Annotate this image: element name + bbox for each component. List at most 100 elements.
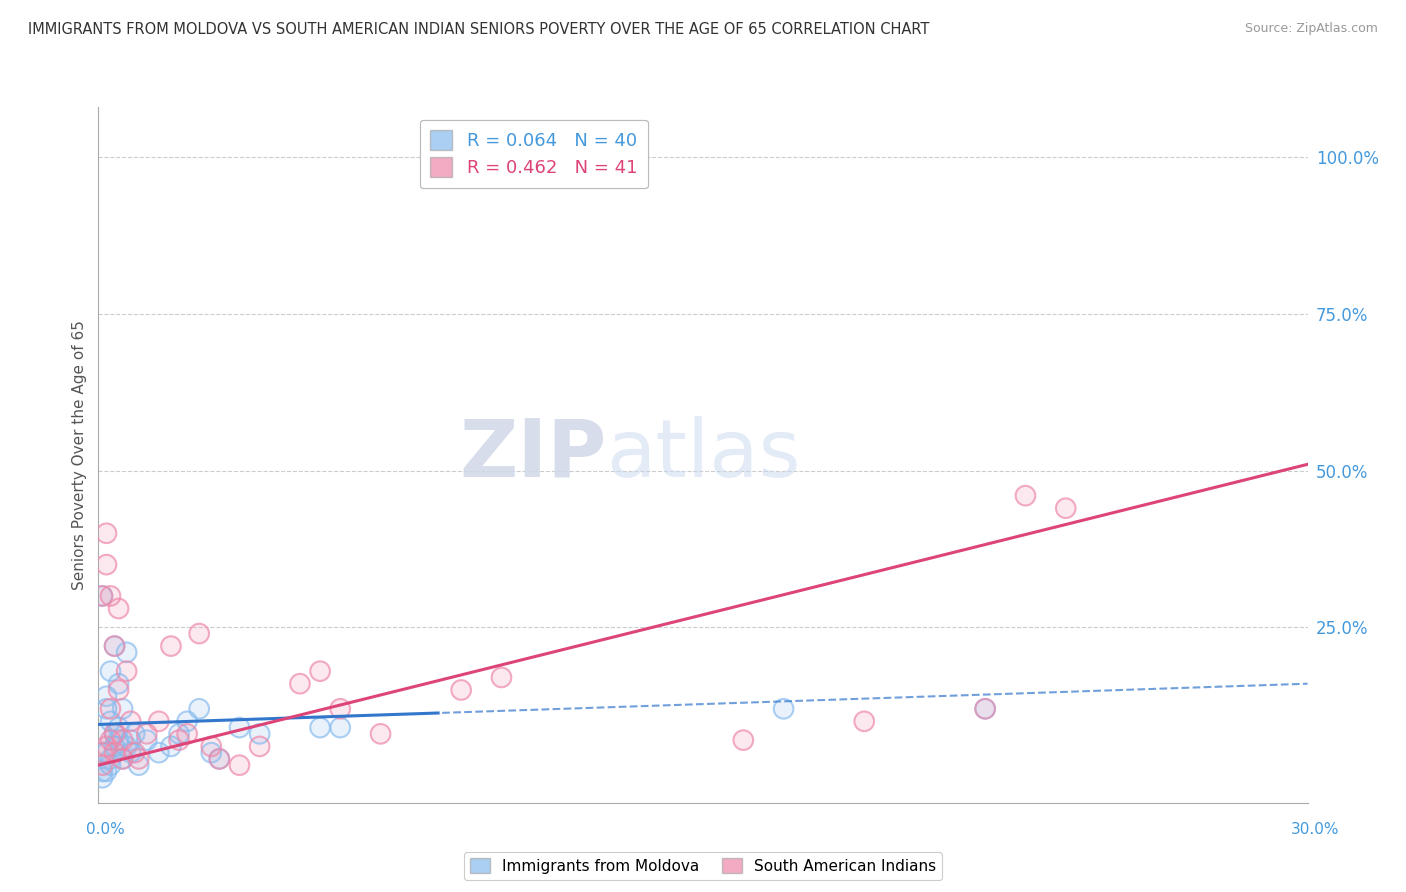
Point: [120, 733, 142, 747]
Point: [91, 589, 114, 603]
Point: [772, 702, 794, 716]
Point: [96, 739, 118, 754]
Point: [228, 721, 250, 735]
Point: [100, 752, 122, 766]
Point: [160, 639, 183, 653]
Point: [111, 752, 134, 766]
Point: [115, 739, 138, 754]
Point: [91, 589, 114, 603]
Point: [135, 733, 157, 747]
Point: [288, 676, 311, 690]
Point: [103, 727, 125, 741]
Point: [115, 739, 138, 754]
Point: [100, 752, 122, 766]
Text: 0.0%: 0.0%: [86, 822, 125, 837]
Point: [974, 702, 997, 716]
Point: [91, 727, 114, 741]
Point: [128, 752, 150, 766]
Point: [100, 714, 122, 729]
Point: [103, 746, 125, 760]
Point: [249, 727, 271, 741]
Point: [107, 733, 129, 747]
Point: [96, 739, 118, 754]
Point: [96, 558, 118, 572]
Point: [124, 727, 146, 741]
Point: [103, 727, 125, 741]
Point: [120, 733, 142, 747]
Point: [208, 752, 231, 766]
Point: [974, 702, 997, 716]
Text: atlas: atlas: [606, 416, 800, 494]
Point: [103, 727, 125, 741]
Point: [1054, 501, 1077, 516]
Point: [329, 702, 352, 716]
Point: [329, 702, 352, 716]
Point: [100, 733, 122, 747]
Point: [450, 683, 472, 698]
Point: [200, 739, 222, 754]
Point: [160, 739, 183, 754]
Point: [96, 526, 118, 541]
Point: [288, 676, 311, 690]
Point: [208, 752, 231, 766]
Point: [103, 739, 125, 754]
Point: [1054, 501, 1077, 516]
Point: [107, 601, 129, 615]
Point: [772, 702, 794, 716]
Point: [491, 670, 513, 684]
Point: [103, 639, 125, 653]
Text: ZIP: ZIP: [458, 416, 606, 494]
Point: [228, 721, 250, 735]
Point: [96, 764, 118, 779]
Point: [491, 670, 513, 684]
Point: [91, 589, 114, 603]
Text: 30.0%: 30.0%: [1291, 822, 1339, 837]
Point: [111, 702, 134, 716]
Point: [100, 758, 122, 772]
Point: [148, 746, 170, 760]
Point: [91, 771, 114, 785]
Point: [148, 714, 170, 729]
Point: [148, 746, 170, 760]
Point: [128, 758, 150, 772]
Point: [128, 758, 150, 772]
Text: IMMIGRANTS FROM MOLDOVA VS SOUTH AMERICAN INDIAN SENIORS POVERTY OVER THE AGE OF: IMMIGRANTS FROM MOLDOVA VS SOUTH AMERICA…: [28, 22, 929, 37]
Point: [107, 683, 129, 698]
Point: [200, 746, 222, 760]
Point: [160, 739, 183, 754]
Point: [176, 714, 198, 729]
Point: [124, 727, 146, 741]
Point: [96, 526, 118, 541]
Point: [91, 764, 114, 779]
Point: [96, 690, 118, 704]
Point: [124, 746, 146, 760]
Point: [733, 733, 755, 747]
Point: [91, 746, 114, 760]
Point: [167, 733, 190, 747]
Point: [96, 690, 118, 704]
Point: [91, 758, 114, 772]
Point: [115, 645, 138, 659]
Point: [107, 733, 129, 747]
Point: [91, 764, 114, 779]
Point: [228, 758, 250, 772]
Point: [733, 733, 755, 747]
Point: [107, 676, 129, 690]
Point: [148, 714, 170, 729]
Point: [974, 702, 997, 716]
Point: [107, 676, 129, 690]
Point: [91, 746, 114, 760]
Point: [188, 626, 211, 640]
Point: [111, 752, 134, 766]
Point: [111, 752, 134, 766]
Point: [450, 683, 472, 698]
Point: [100, 702, 122, 716]
Point: [96, 558, 118, 572]
Point: [249, 739, 271, 754]
Point: [100, 589, 122, 603]
Point: [103, 639, 125, 653]
Point: [974, 702, 997, 716]
Point: [120, 714, 142, 729]
Point: [96, 764, 118, 779]
Point: [103, 639, 125, 653]
